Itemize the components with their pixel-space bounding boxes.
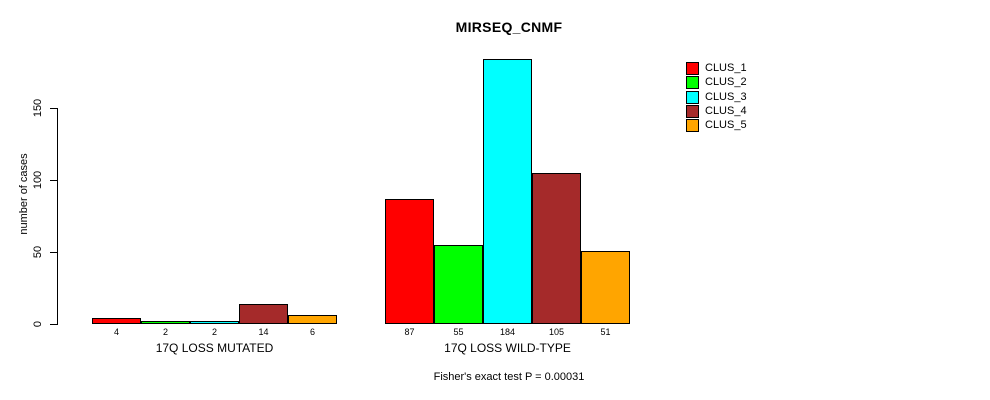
chart-title: MIRSEQ_CNMF — [455, 19, 563, 35]
legend-item-clus_5: CLUS_5 — [686, 119, 747, 133]
x-axis-category-label: 17Q LOSS WILD-TYPE — [444, 341, 571, 355]
legend-item-clus_3: CLUS_3 — [686, 90, 747, 104]
legend-swatch-clus_4 — [686, 104, 699, 118]
bar-value-label: 51 — [600, 327, 611, 337]
legend-swatch-clus_3 — [686, 90, 699, 104]
bar-value-label: 14 — [258, 327, 269, 337]
bar-value-label: 6 — [309, 327, 315, 337]
y-axis-line — [57, 108, 58, 325]
y-tick-mark — [50, 324, 57, 325]
bar-clus_4-group1 — [239, 304, 288, 324]
bar-value-label: 105 — [548, 327, 565, 337]
legend-item-clus_2: CLUS_2 — [686, 76, 747, 90]
y-tick-mark — [50, 252, 57, 253]
bar-clus_3-group1 — [190, 321, 239, 324]
bar-clus_3-group2 — [483, 59, 532, 324]
y-tick-mark — [50, 180, 57, 181]
legend-swatch-clus_1 — [686, 62, 699, 75]
bar-value-label: 55 — [453, 327, 464, 337]
bar-value-label: 87 — [404, 327, 415, 337]
bar-value-label: 2 — [162, 327, 168, 337]
bar-clus_2-group1 — [141, 321, 190, 324]
bar-value-label: 184 — [499, 327, 516, 337]
caption: Fisher's exact test P = 0.00031 — [433, 371, 585, 383]
legend-label: CLUS_1 — [705, 62, 747, 74]
bar-value-label: 4 — [113, 327, 119, 337]
legend-label: CLUS_5 — [705, 119, 747, 132]
bar-clus_5-group1 — [288, 315, 337, 324]
bar-clus_5-group2 — [581, 251, 630, 324]
x-axis-category-label: 17Q LOSS MUTATED — [155, 341, 274, 355]
bar-clus_4-group2 — [532, 173, 581, 324]
y-tick-label: 0 — [32, 320, 44, 328]
bar-clus_2-group2 — [434, 245, 483, 324]
legend-label: CLUS_4 — [705, 104, 747, 117]
bar-value-label: 2 — [211, 327, 217, 337]
y-tick-label: 150 — [32, 98, 44, 118]
legend-item-clus_1: CLUS_1 — [686, 62, 747, 75]
y-axis-label: number of cases — [18, 153, 30, 235]
bar-clus_1-group2 — [385, 199, 434, 324]
legend-label: CLUS_3 — [705, 90, 747, 103]
legend-swatch-clus_2 — [686, 76, 699, 90]
y-tick-mark — [50, 108, 57, 109]
legend-item-clus_4: CLUS_4 — [686, 104, 747, 118]
legend-swatch-clus_5 — [686, 119, 699, 133]
legend-label: CLUS_2 — [705, 76, 747, 89]
legend: CLUS_1 CLUS_2 CLUS_3 CLUS_4 CLUS_5 — [686, 62, 747, 133]
bar-clus_1-group1 — [92, 318, 141, 324]
y-tick-label: 100 — [32, 170, 44, 190]
y-tick-label: 50 — [32, 245, 44, 259]
